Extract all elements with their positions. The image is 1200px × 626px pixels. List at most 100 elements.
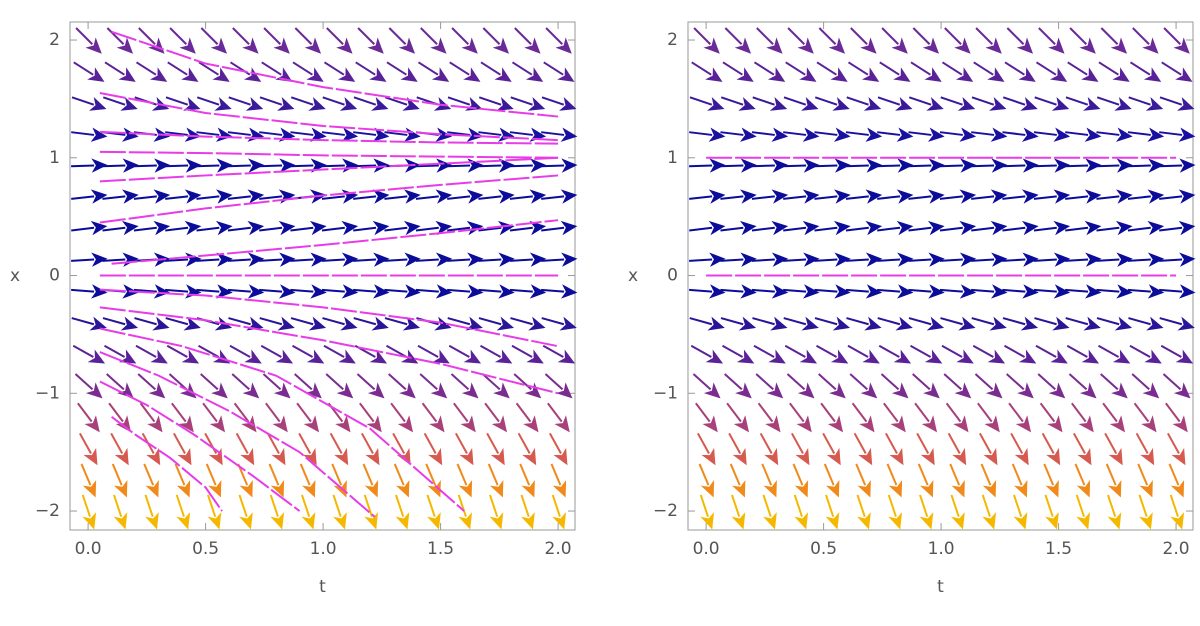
y-axis-label: x	[628, 266, 638, 286]
arrow	[689, 189, 726, 204]
arrow	[355, 61, 387, 82]
arrow	[1127, 158, 1165, 173]
arrow	[1066, 344, 1100, 364]
arrow	[514, 27, 541, 54]
arrow	[447, 96, 483, 111]
arrow	[971, 158, 1008, 173]
arrow	[981, 494, 997, 530]
arrow	[814, 127, 851, 142]
arrow	[134, 316, 170, 331]
arrow	[456, 463, 473, 498]
arrow	[1035, 61, 1068, 82]
arrow	[384, 284, 421, 299]
arrow	[691, 61, 723, 82]
arrow	[1162, 373, 1191, 399]
arrow	[200, 373, 228, 399]
arrow	[783, 96, 819, 111]
arrow	[939, 284, 977, 299]
arrow	[1128, 316, 1164, 331]
arrow	[353, 284, 390, 299]
arrow	[478, 158, 515, 173]
arrow	[453, 402, 476, 433]
arrow	[877, 284, 914, 299]
arrow	[908, 316, 945, 331]
arrow	[325, 373, 354, 399]
arrow	[783, 316, 819, 331]
arrow	[113, 494, 128, 530]
arrow	[1002, 316, 1039, 331]
arrow	[1065, 284, 1102, 299]
arrow	[457, 494, 473, 530]
arrow	[168, 373, 197, 399]
arrow	[332, 494, 347, 530]
arrow	[196, 252, 233, 267]
arrow	[887, 494, 903, 530]
arrow	[1100, 373, 1128, 399]
arrow	[72, 344, 106, 364]
arrow	[908, 96, 944, 111]
arrow	[544, 373, 573, 399]
arrow	[1159, 96, 1195, 111]
arrow	[133, 189, 171, 204]
arrow	[692, 373, 721, 399]
arrow	[478, 284, 515, 299]
arrow	[756, 27, 783, 54]
arrow	[1160, 344, 1194, 364]
arrow	[751, 127, 789, 142]
arrow	[511, 344, 544, 364]
arrow	[814, 189, 851, 204]
arrow	[1096, 316, 1133, 331]
arrow	[143, 463, 159, 498]
arrow	[974, 373, 1003, 399]
arrow	[298, 432, 317, 466]
arrow	[165, 220, 202, 236]
arrow	[849, 373, 878, 399]
arrow	[853, 432, 873, 466]
arrow	[720, 127, 757, 142]
arrow	[919, 494, 934, 530]
arrow	[71, 316, 107, 331]
arrow	[689, 252, 726, 267]
arrow	[71, 127, 108, 142]
arrow	[1169, 494, 1185, 530]
arrow	[1073, 432, 1092, 466]
x-tick-label: 0.5	[192, 539, 219, 559]
y-tick-label: 2	[667, 30, 678, 50]
arrow	[944, 27, 971, 54]
arrow	[1071, 402, 1094, 433]
arrow	[519, 463, 535, 498]
arrow	[1165, 402, 1188, 433]
arrow	[791, 432, 810, 466]
arrow	[415, 189, 453, 204]
arrow	[227, 158, 265, 173]
arrow	[784, 344, 818, 364]
arrow	[980, 463, 997, 498]
arrow	[353, 189, 390, 204]
arrow	[1166, 432, 1186, 466]
streamline	[99, 306, 559, 395]
x-tick-label: 1.0	[928, 539, 955, 559]
arrow	[290, 127, 327, 142]
arrow	[423, 432, 443, 466]
arrow	[1065, 189, 1102, 204]
arrow	[1008, 402, 1032, 433]
arrow	[1038, 27, 1065, 54]
streamline	[99, 288, 559, 348]
arrow	[722, 344, 755, 364]
arrow	[321, 284, 359, 299]
arrow	[133, 158, 171, 173]
arrow	[510, 316, 546, 331]
arrow	[1002, 220, 1039, 236]
streamline	[99, 327, 465, 512]
arrow	[1067, 61, 1099, 82]
arrow	[753, 61, 786, 82]
arrow	[259, 220, 296, 236]
arrow	[386, 61, 418, 82]
arrow	[910, 61, 942, 82]
arrow	[975, 27, 1002, 54]
arrow	[451, 27, 478, 54]
arrow	[290, 316, 327, 331]
arrow	[1065, 96, 1101, 111]
arrow	[135, 344, 168, 364]
arrow	[816, 344, 849, 364]
